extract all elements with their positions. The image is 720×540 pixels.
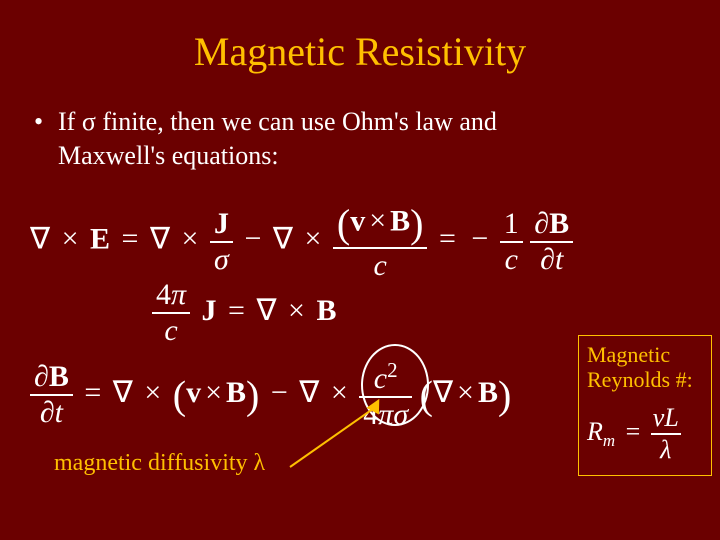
frac-c2-4pisigma: c2 4πσ [359, 358, 412, 432]
equals: = [224, 294, 249, 327]
bullet-marker: • [34, 105, 58, 139]
partial: ∂ [540, 243, 555, 276]
t: t [55, 396, 63, 429]
B: B [478, 376, 498, 409]
cross: × [140, 376, 165, 409]
nabla: ∇ [150, 222, 170, 255]
dt: ∂t [530, 241, 573, 277]
c2: c2 [359, 358, 412, 396]
B: B [549, 207, 569, 240]
frac-1-c: 1 c [500, 207, 523, 277]
bullet-text: •If σ finite, then we can use Ohm's law … [34, 105, 720, 173]
cross: × [327, 376, 352, 409]
nabla: ∇ [299, 376, 319, 409]
frac-J-sigma: J σ [210, 207, 233, 277]
lambda: λ [651, 433, 681, 465]
t: t [555, 243, 563, 276]
reynolds-equation: Rm = vL λ [587, 403, 703, 465]
B: B [49, 360, 69, 393]
cross: × [58, 222, 83, 255]
magnetic-diffusivity-label: magnetic diffusivity λ [54, 450, 265, 477]
four: 4 [156, 278, 171, 311]
minus: − [240, 222, 265, 255]
nabla: ∇ [113, 376, 133, 409]
minus: − [267, 376, 292, 409]
vector-E: E [90, 222, 110, 255]
frac-vL-lambda: vL λ [651, 403, 681, 465]
frac-dB-dt: ∂B ∂t [530, 207, 573, 277]
cross: × [365, 204, 390, 237]
cross: × [453, 376, 478, 409]
equals: = [435, 222, 460, 255]
nabla: ∇ [433, 376, 453, 409]
J: J [198, 294, 217, 327]
dB: ∂B [530, 207, 573, 241]
B: B [226, 376, 246, 409]
R: R [587, 417, 603, 446]
equals: = [80, 376, 105, 409]
bullet-line-2: Maxwell's equations: [58, 141, 279, 170]
one: 1 [500, 207, 523, 241]
partial: ∂ [534, 207, 549, 240]
reynolds-title: Magnetic Reynolds #: [587, 342, 703, 393]
reynolds-box: Magnetic Reynolds #: Rm = vL λ [578, 335, 712, 476]
cross: × [201, 376, 226, 409]
sigma: σ [210, 241, 233, 277]
c: c [374, 362, 387, 395]
equation-2: 4π c J = ∇ × B [152, 278, 336, 348]
nabla: ∇ [273, 222, 293, 255]
equation-1: ∇ × E = ∇ × J σ − ∇ × (v×B) c = − 1 c [30, 200, 573, 283]
bullet-indent [34, 139, 58, 173]
pi: π [171, 278, 186, 311]
reynolds-title-l2: Reynolds #: [587, 367, 693, 392]
minus: − [467, 222, 492, 255]
vxB: (v×B) [333, 200, 428, 247]
nabla: ∇ [30, 222, 50, 255]
slide-title: Magnetic Resistivity [0, 28, 720, 75]
frac-vxB-c: (v×B) c [333, 200, 428, 283]
reynolds-title-l1: Magnetic [587, 342, 670, 367]
c: c [333, 247, 428, 283]
B: B [390, 204, 410, 237]
B: B [316, 294, 336, 327]
nabla: ∇ [256, 294, 276, 327]
c: c [500, 241, 523, 277]
L: L [664, 403, 678, 432]
cross: × [284, 294, 309, 327]
equation-3: ∂B ∂t = ∇ × (v×B) − ∇ × c2 4πσ (∇×B) [30, 358, 511, 432]
equals: = [622, 417, 645, 446]
vL: vL [651, 403, 681, 433]
bullet-line-1: If σ finite, then we can use Ohm's law a… [58, 107, 497, 136]
cross: × [300, 222, 325, 255]
partial: ∂ [40, 396, 55, 429]
two: 2 [387, 358, 398, 382]
J: J [210, 207, 233, 241]
slide: Magnetic Resistivity •If σ finite, then … [0, 0, 720, 540]
equals: = [118, 222, 143, 255]
m-sub: m [603, 431, 615, 450]
dt: ∂t [30, 394, 73, 430]
v: v [350, 204, 365, 237]
sigma: σ [393, 398, 408, 431]
cross: × [178, 222, 203, 255]
v: v [653, 403, 665, 432]
dB: ∂B [30, 360, 73, 394]
fourpi: 4π [152, 278, 190, 312]
partial: ∂ [34, 360, 49, 393]
frac-dB-dt: ∂B ∂t [30, 360, 73, 430]
frac-4pi-c: 4π c [152, 278, 190, 348]
v: v [186, 376, 201, 409]
c: c [152, 312, 190, 348]
